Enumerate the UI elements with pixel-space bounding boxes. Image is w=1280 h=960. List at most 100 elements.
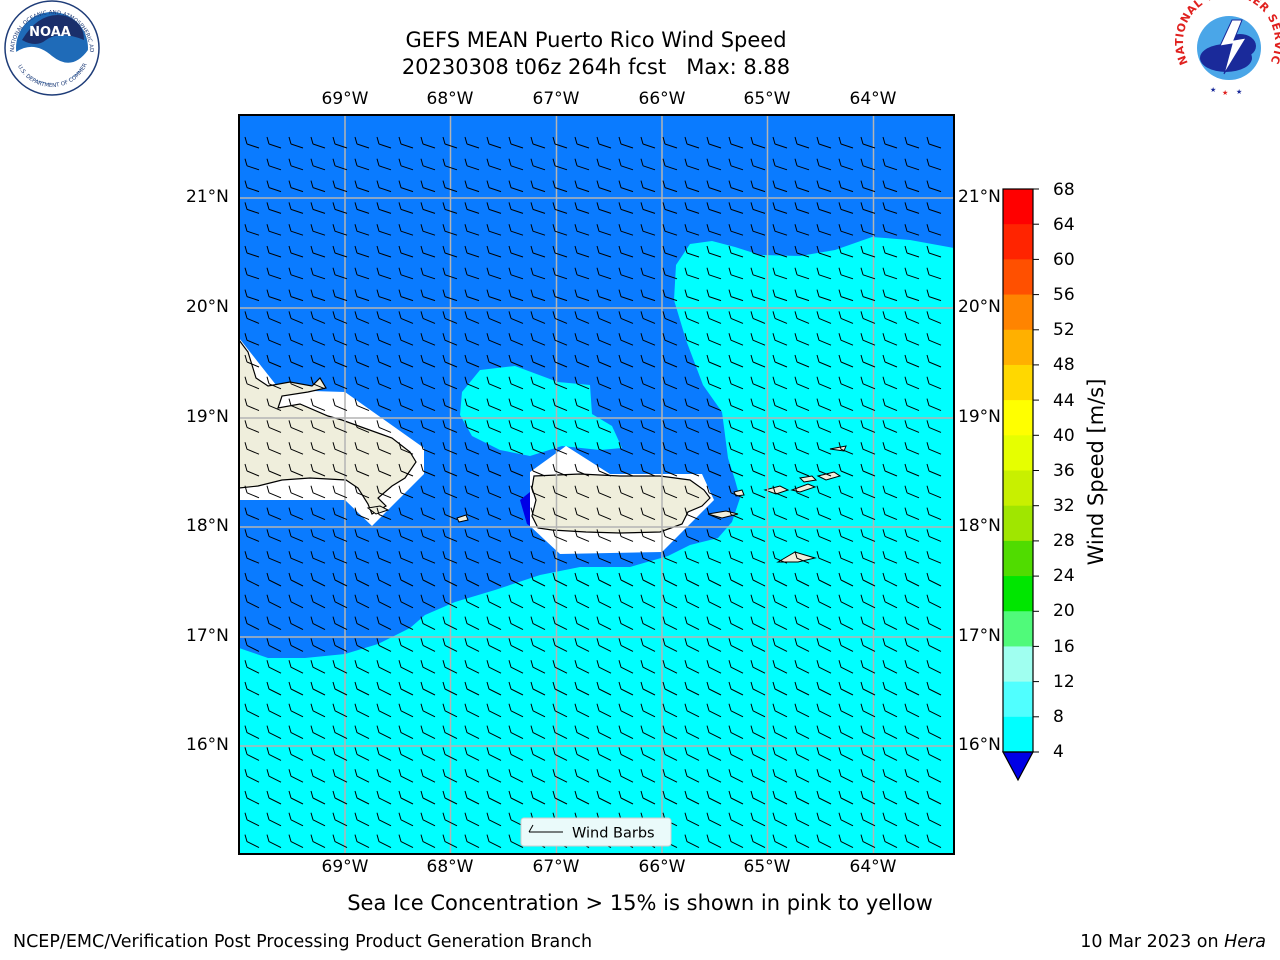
wind-barb (706, 333, 722, 346)
wind-barb (794, 158, 810, 171)
wind-barb (926, 703, 942, 718)
wind-barb (618, 136, 634, 149)
wind-barb (750, 442, 766, 455)
wind-barb (684, 333, 700, 346)
wind-barb (332, 463, 348, 477)
wind-barb (728, 769, 744, 783)
wind-barb (904, 681, 920, 696)
wind-barb (904, 398, 920, 412)
wind-barb (464, 158, 480, 171)
wind-barb (420, 485, 436, 499)
wind-barb (487, 856, 501, 869)
wind-barb (662, 572, 678, 587)
wind-barb (728, 158, 744, 171)
wind-barb (376, 463, 392, 477)
wind-barb (376, 551, 392, 564)
wind-barb (508, 289, 524, 302)
wind-barb (442, 616, 458, 631)
wind-barb (640, 790, 656, 805)
wind-barb (464, 747, 480, 761)
wind-barb (882, 485, 898, 499)
wind-barb (684, 289, 700, 302)
wind-barb (772, 267, 788, 280)
wind-barb (816, 420, 832, 433)
wind-barb (530, 790, 546, 805)
wind-barb (750, 420, 766, 433)
wind-barb (750, 769, 766, 783)
wind-barb (772, 551, 788, 564)
wind-barb (376, 790, 392, 805)
wind-barb (530, 507, 546, 521)
wind-barb (838, 311, 854, 324)
wind-barb (530, 463, 546, 477)
wind-barb (530, 245, 546, 258)
wind-barb (904, 812, 920, 827)
wind-barb (486, 660, 502, 674)
wind-barb (596, 202, 612, 214)
wind-barb (486, 616, 502, 631)
wind-barb (310, 681, 326, 696)
wind-barb (310, 703, 326, 718)
wind-barb (464, 463, 480, 477)
wind-barb (926, 790, 942, 805)
colorbar-tick-label: 32 (1053, 496, 1075, 516)
wind-barb (376, 812, 392, 827)
wind-barb (332, 202, 348, 214)
wind-barb (838, 594, 854, 609)
wind-barb (706, 376, 722, 390)
wind-barb (244, 267, 260, 280)
chart-subtitle: 20230308 t06z 264h fcst Max: 8.88 (401, 55, 791, 79)
wind-barb (288, 289, 304, 302)
wind-barb (530, 442, 546, 455)
wind-barb (904, 660, 920, 674)
wind-barb (420, 420, 436, 433)
wind-barb (266, 703, 282, 718)
wind-barb (706, 158, 722, 171)
wind-barb (288, 485, 304, 499)
wind-barb (574, 333, 590, 346)
wind-barb (640, 442, 656, 455)
wind-barb (794, 725, 810, 740)
wind-barb (596, 660, 612, 674)
wind-barb (882, 616, 898, 631)
wind-barb (332, 572, 348, 587)
wind-barb (244, 790, 260, 805)
wind-barb (662, 769, 678, 783)
wind-barb (310, 572, 326, 587)
wind-barb (882, 289, 898, 302)
wind-barb (596, 398, 612, 412)
colorbar-tick-label: 12 (1053, 672, 1075, 692)
wind-barb (882, 507, 898, 521)
svg-text:★: ★ (1236, 88, 1242, 96)
wind-barb (442, 311, 458, 324)
wind-barb (530, 267, 546, 280)
wind-barb (816, 376, 832, 390)
wind-barb (464, 245, 480, 258)
wind-barb (640, 529, 656, 542)
wind-barb (706, 354, 722, 368)
wind-barb (244, 551, 260, 564)
wind-barb (618, 725, 634, 740)
graticule (239, 115, 954, 854)
wind-barb (332, 420, 348, 433)
svg-text:★: ★ (1210, 86, 1216, 94)
wind-barb (310, 442, 326, 455)
wind-barb (706, 485, 722, 499)
wind-barb (420, 572, 436, 587)
wind-barb (376, 333, 392, 346)
wind-barb (289, 856, 303, 869)
wind-barb (574, 638, 590, 652)
lat-label-right: 19°N (958, 407, 1001, 427)
wind-barb (926, 202, 942, 214)
wind-barb (354, 660, 370, 674)
wind-barb (772, 398, 788, 412)
wind-barb (574, 289, 590, 302)
wind-barb (332, 790, 348, 805)
wind-barb (640, 551, 656, 564)
wind-barb (288, 812, 304, 827)
wind-barb (332, 376, 348, 390)
wind-barb (596, 136, 612, 149)
wind-barb (640, 398, 656, 412)
wind-barb (420, 267, 436, 280)
wind-barb (244, 594, 260, 609)
